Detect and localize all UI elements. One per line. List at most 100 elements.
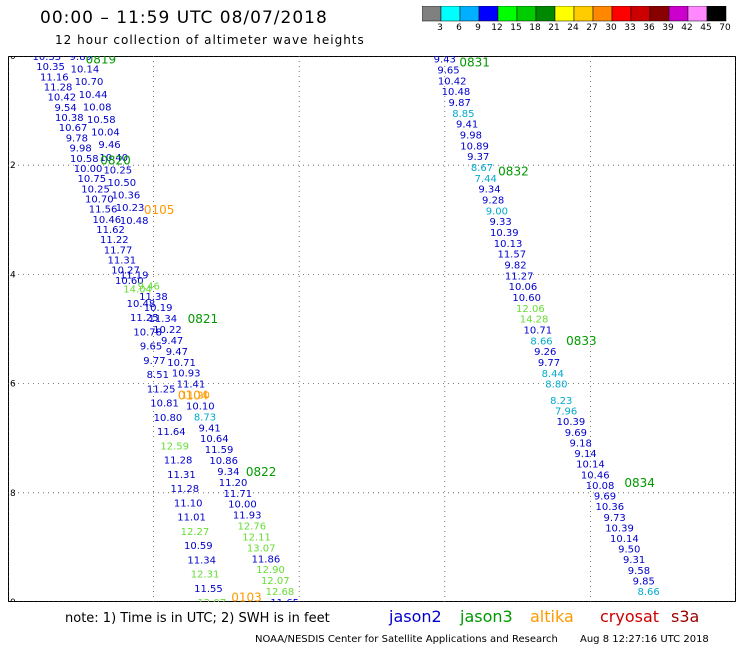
wave-height-value: 9.77	[143, 356, 165, 367]
legend-label: 15	[510, 23, 522, 33]
wave-height-value: 10.50	[108, 178, 137, 189]
legend-s3a: s3a	[671, 607, 700, 626]
pass-time-label: 0104	[178, 389, 209, 403]
wave-height-value: 9.14	[574, 449, 596, 460]
wave-height-value: 11.22	[100, 235, 129, 246]
lat-tick-label: -22	[8, 161, 16, 171]
wave-height-value: 9.37	[467, 152, 489, 163]
wave-height-value: 12.76	[238, 522, 267, 533]
wave-height-value: 9.41	[456, 120, 478, 131]
wave-height-value: 11.34	[148, 314, 177, 325]
legend-swatch	[630, 6, 651, 22]
wave-height-value: 10.93	[172, 369, 201, 380]
wave-height-value: 10.75	[78, 174, 107, 185]
wave-height-value: 10.13	[494, 239, 523, 250]
wave-height-value: 10.42	[438, 76, 467, 87]
wave-height-value: 10.14	[610, 534, 639, 545]
wave-height-value: 9.47	[166, 347, 188, 358]
wave-height-value: 10.67	[59, 123, 88, 134]
wave-height-value: 9.41	[199, 423, 221, 434]
wave-height-value: 10.27	[111, 266, 140, 277]
wave-height-value: 10.60	[115, 276, 144, 287]
legend-label: 45	[700, 23, 712, 33]
wave-height-value: 11.55	[194, 584, 223, 595]
wave-height-value: 12.11	[242, 532, 271, 543]
legend-swatch	[687, 6, 708, 22]
wave-height-value: 9.87	[449, 98, 471, 109]
wave-height-value: 9.43	[434, 56, 456, 66]
legend-label: 42	[681, 23, 693, 33]
wave-height-value: 11.31	[108, 256, 137, 267]
wave-height-value: 11.01	[177, 513, 206, 524]
legend-label: 39	[662, 23, 674, 33]
wave-height-value: 10.14	[71, 65, 100, 76]
legend-label: 12	[491, 23, 503, 33]
legend-swatch	[516, 6, 537, 22]
wave-height-value: 9.89	[70, 56, 92, 63]
wave-height-value: 14.28	[520, 315, 549, 326]
wave-height-value: 11.27	[505, 271, 534, 282]
wave-height-value: 11.31	[167, 470, 196, 481]
wave-height-value: 11.10	[174, 498, 203, 509]
wave-height-value: 8.66	[530, 336, 552, 347]
lat-tick-label: -30	[8, 598, 16, 602]
wave-height-value: 10.39	[605, 523, 634, 534]
wave-height-value: 11.64	[157, 427, 186, 438]
wave-height-value: 10.58	[70, 154, 99, 165]
wave-height-value: 11.56	[89, 205, 118, 216]
wave-height-value: 10.70	[85, 194, 114, 205]
wave-height-value: 10.14	[576, 460, 605, 471]
wave-height-value: 9.78	[66, 133, 88, 144]
legend-jason3: jason3	[460, 607, 513, 626]
legend-label: 36	[643, 23, 655, 33]
wave-height-value: 9.50	[618, 545, 640, 556]
wave-height-value: 8.44	[542, 369, 564, 380]
legend-label: 27	[586, 23, 598, 33]
wave-height-value: 10.35	[36, 62, 65, 73]
wave-height-value: 12.07	[198, 598, 227, 602]
wave-height-value: 10.78	[133, 327, 162, 338]
wave-height-value: 11.25	[130, 313, 159, 324]
legend-swatch	[649, 6, 670, 22]
wave-height-value: 10.71	[524, 325, 553, 336]
wave-height-value: 10.48	[442, 87, 471, 98]
wave-height-value: 11.19	[120, 270, 149, 281]
wave-height-value: 12.68	[266, 587, 295, 598]
color-scale-legend	[422, 6, 727, 22]
wave-height-value: 7.96	[555, 407, 577, 418]
wave-height-value: 10.64	[200, 434, 229, 445]
wave-height-value: 10.38	[55, 113, 84, 124]
lat-tick-label: -20	[8, 56, 16, 62]
wave-height-value: 10.44	[79, 90, 108, 101]
wave-height-value: 10.39	[557, 417, 586, 428]
pass-time-label: 0103	[231, 591, 262, 602]
wave-height-value: 10.08	[586, 481, 615, 492]
wave-height-value: 11.20	[181, 391, 210, 402]
wave-height-value: 11.34	[187, 555, 216, 566]
wave-height-value: 10.40	[99, 153, 128, 164]
wave-height-value: 10.71	[167, 358, 196, 369]
legend-swatch	[440, 6, 461, 22]
wave-height-value: 10.25	[103, 165, 132, 176]
wave-height-value: 9.73	[604, 513, 626, 524]
wave-height-value: 9.58	[628, 566, 650, 577]
wave-height-value: 10.60	[512, 293, 541, 304]
wave-height-value: 10.46	[581, 470, 610, 481]
wave-height-value: 8.66	[638, 587, 660, 598]
legend-label: 33	[624, 23, 636, 33]
wave-height-value: 12.06	[516, 304, 545, 315]
wave-height-value: 10.48	[120, 216, 149, 227]
lat-tick-label: -28	[8, 489, 16, 499]
wave-height-value: 12.07	[261, 576, 290, 587]
wave-height-value: 9.65	[437, 66, 459, 77]
wave-height-value: 11.65	[270, 598, 299, 602]
wave-height-value: 10.23	[116, 203, 145, 214]
wave-height-value: 11.25	[147, 384, 176, 395]
legend-cryosat: cryosat	[600, 607, 660, 626]
wave-height-value: 9.31	[623, 555, 645, 566]
map-subtitle: 12 hour collection of altimeter wave hei…	[55, 33, 365, 47]
wave-height-value: 11.59	[205, 445, 234, 456]
wave-height-value: 9.69	[565, 428, 587, 439]
wave-height-value: 14.04	[123, 285, 152, 296]
wave-height-value: 10.86	[209, 456, 238, 467]
